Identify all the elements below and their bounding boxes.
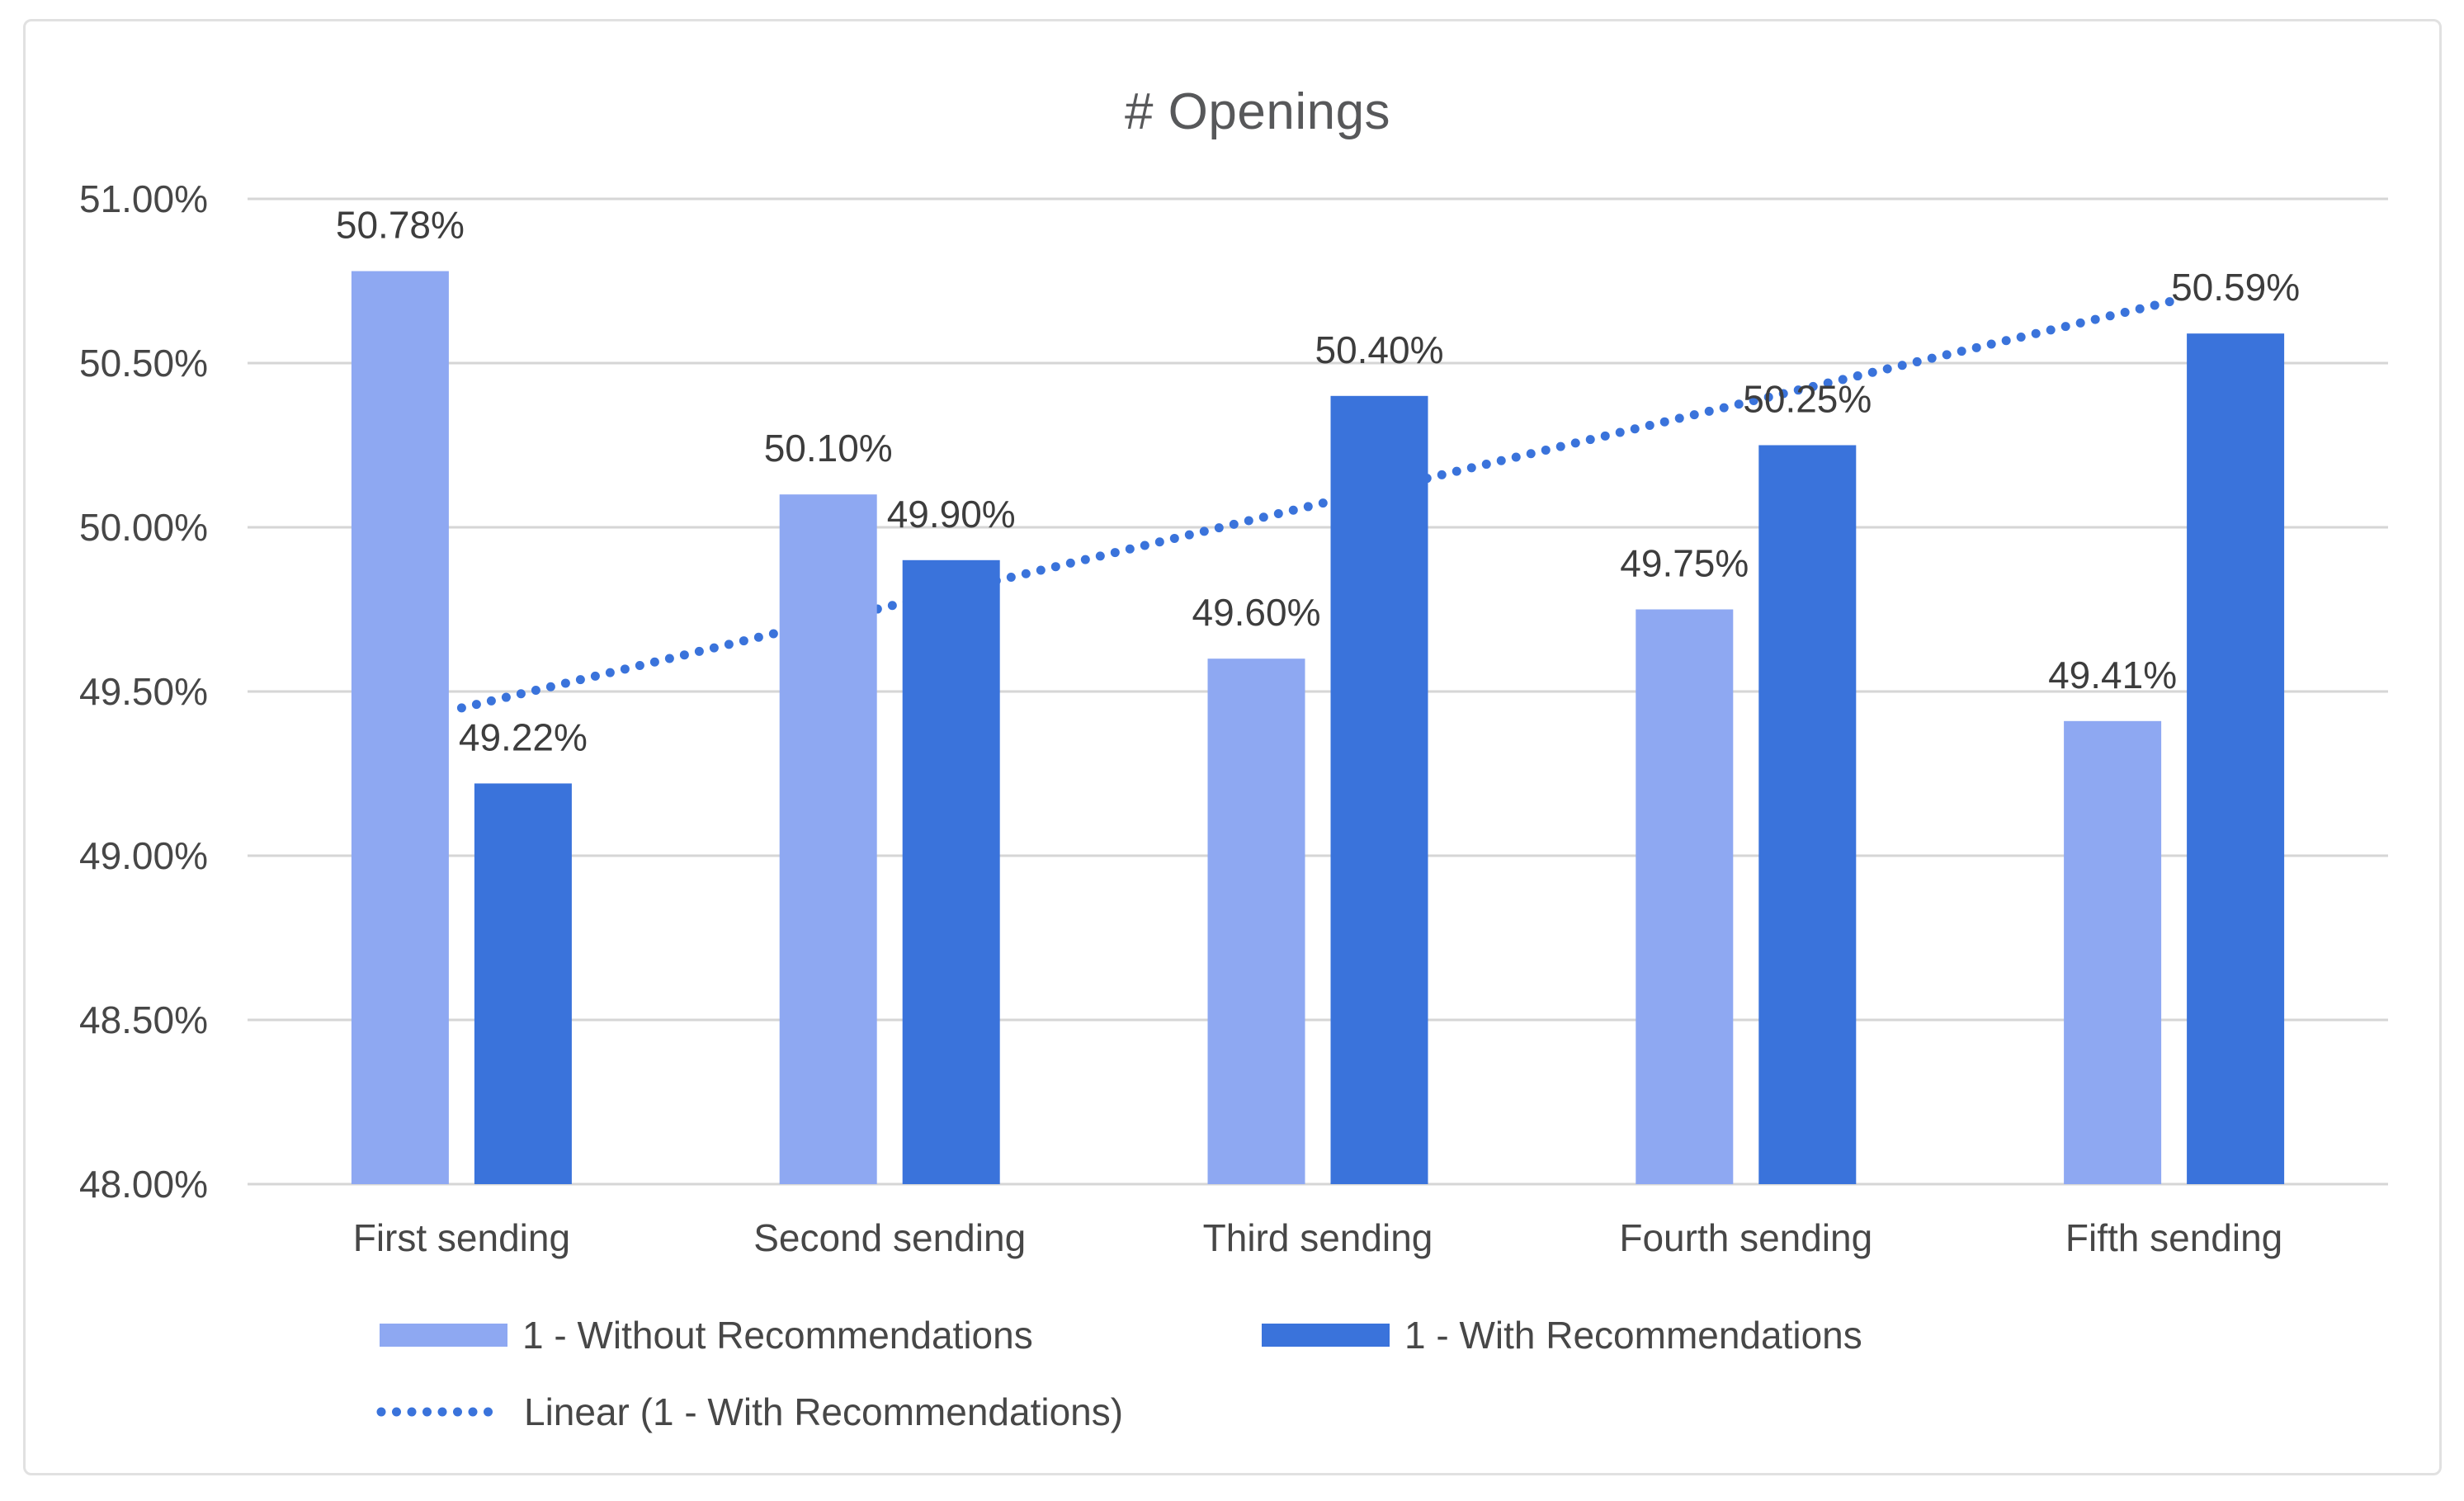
data-label: 49.41% <box>2048 654 2177 696</box>
data-label: 49.22% <box>459 715 588 758</box>
x-axis-category-label: Second sending <box>753 1216 1026 1259</box>
data-label: 50.10% <box>764 427 893 470</box>
bar-with-recommendations[interactable] <box>902 559 1000 1184</box>
bar-with-recommendations[interactable] <box>474 783 572 1184</box>
legend-label-without-recommendations: 1 - Without Recommendations <box>522 1314 1033 1357</box>
bar-without-recommendations[interactable] <box>1207 658 1305 1184</box>
chart-title: # Openings <box>1124 83 1391 140</box>
legend-swatch-with-recommendations <box>1262 1324 1390 1347</box>
y-axis-tick-label: 51.00% <box>79 177 208 220</box>
legend-dotted-line-icon <box>376 1407 507 1417</box>
legend-swatch-without-recommendations <box>380 1324 507 1347</box>
x-axis-category-label: Fourth sending <box>1619 1216 1872 1259</box>
bar-without-recommendations[interactable] <box>2064 720 2162 1184</box>
data-label: 49.90% <box>887 493 1016 536</box>
bar-with-recommendations[interactable] <box>1758 445 1857 1185</box>
bar-with-recommendations[interactable] <box>2187 333 2285 1185</box>
x-axis-category-label: Fifth sending <box>2065 1216 2282 1259</box>
y-axis-tick-label: 48.50% <box>79 998 208 1041</box>
legend-label-with-recommendations: 1 - With Recommendations <box>1404 1314 1862 1357</box>
legend-item-without-recommendations[interactable]: 1 - Without Recommendations <box>380 1314 1033 1357</box>
bar-with-recommendations[interactable] <box>1330 395 1428 1184</box>
data-label: 50.78% <box>336 204 465 247</box>
legend-label-linear-trendline: Linear (1 - With Recommendations) <box>524 1390 1124 1433</box>
trendline-linear-with-recommendations[interactable] <box>456 295 2179 713</box>
y-axis-tick-label: 49.00% <box>79 834 208 877</box>
data-label: 50.25% <box>1743 378 1872 421</box>
bar-without-recommendations[interactable] <box>351 271 449 1184</box>
x-axis-category-label: First sending <box>353 1216 570 1259</box>
y-axis-tick-label: 49.50% <box>79 670 208 713</box>
data-label: 49.75% <box>1620 542 1749 585</box>
x-axis-category-label: Third sending <box>1203 1216 1433 1259</box>
y-axis-tick-label: 48.00% <box>79 1163 208 1206</box>
y-axis-tick-label: 50.50% <box>79 342 208 385</box>
data-label: 50.40% <box>1315 328 1443 371</box>
bar-without-recommendations[interactable] <box>779 494 877 1184</box>
bar-without-recommendations[interactable] <box>1636 609 1734 1185</box>
legend-item-with-recommendations[interactable]: 1 - With Recommendations <box>1262 1314 1862 1357</box>
data-label: 50.59% <box>2171 266 2300 309</box>
data-label: 49.60% <box>1192 591 1320 634</box>
y-axis-tick-label: 50.00% <box>79 506 208 549</box>
legend-item-linear-trendline[interactable]: Linear (1 - With Recommendations) <box>375 1390 1124 1433</box>
